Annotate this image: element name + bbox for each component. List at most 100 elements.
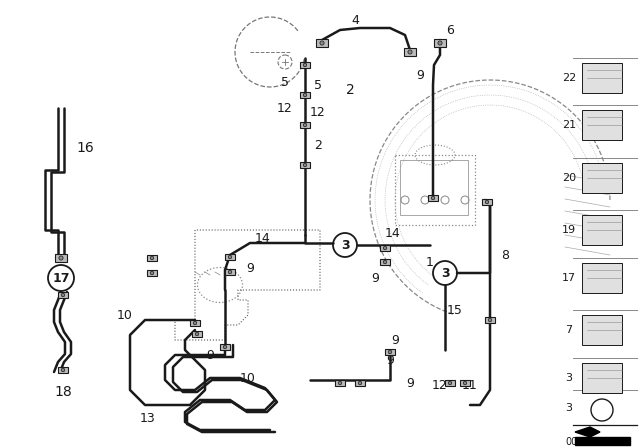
Circle shape (463, 381, 467, 385)
Bar (460, 380, 470, 386)
Text: 2: 2 (346, 83, 355, 97)
Text: 3: 3 (566, 373, 573, 383)
Bar (380, 259, 390, 265)
Text: 3: 3 (340, 238, 349, 251)
Bar (300, 62, 310, 68)
Bar (482, 199, 492, 205)
Text: 3: 3 (566, 403, 573, 413)
Circle shape (59, 256, 63, 260)
Circle shape (303, 163, 307, 167)
Bar (147, 255, 157, 261)
Text: 7: 7 (565, 325, 573, 335)
Bar (434, 39, 446, 47)
Circle shape (383, 260, 387, 264)
Text: 4: 4 (351, 13, 359, 26)
Bar (582, 263, 622, 293)
Text: 12: 12 (277, 102, 293, 115)
Bar (582, 110, 622, 140)
Circle shape (320, 41, 324, 45)
Text: 19: 19 (562, 225, 576, 235)
Bar (428, 195, 438, 201)
Bar (400, 160, 468, 215)
Circle shape (61, 368, 65, 372)
Text: 15: 15 (447, 303, 463, 316)
Bar (316, 39, 328, 47)
Text: 00148313: 00148313 (566, 437, 614, 447)
Bar (300, 122, 310, 128)
Bar (58, 367, 68, 373)
Circle shape (150, 256, 154, 260)
Text: 12: 12 (310, 105, 326, 119)
Bar (335, 380, 345, 386)
Text: 2: 2 (314, 138, 322, 151)
Text: 10: 10 (117, 309, 133, 322)
Bar (582, 63, 622, 93)
Bar (582, 215, 622, 245)
Circle shape (408, 50, 412, 54)
Bar (220, 344, 230, 350)
Text: 18: 18 (54, 385, 72, 399)
Text: 17: 17 (562, 273, 576, 283)
Text: 21: 21 (562, 120, 576, 130)
Text: 8: 8 (501, 249, 509, 262)
Text: 12: 12 (432, 379, 448, 392)
Bar (582, 163, 622, 193)
Text: 9: 9 (206, 349, 214, 362)
Bar (395, 155, 475, 225)
Circle shape (438, 41, 442, 45)
Circle shape (193, 321, 196, 325)
Circle shape (388, 350, 392, 354)
Bar (575, 437, 630, 445)
Circle shape (303, 123, 307, 127)
Circle shape (228, 270, 232, 274)
Text: 16: 16 (76, 141, 94, 155)
Bar (582, 363, 622, 393)
Text: 14: 14 (255, 232, 271, 245)
Text: 17: 17 (52, 271, 70, 284)
Text: 9: 9 (371, 271, 379, 284)
Text: 20: 20 (562, 173, 576, 183)
Circle shape (228, 255, 232, 259)
Circle shape (195, 332, 199, 336)
Circle shape (431, 196, 435, 200)
Text: 9: 9 (406, 376, 414, 389)
Bar (300, 92, 310, 98)
Bar (225, 254, 235, 260)
Bar (355, 380, 365, 386)
Text: 1: 1 (426, 255, 434, 268)
Text: 13: 13 (140, 412, 156, 425)
Text: 3: 3 (441, 267, 449, 280)
Bar (385, 349, 395, 355)
Polygon shape (575, 427, 600, 437)
Bar (58, 292, 68, 298)
Circle shape (488, 318, 492, 322)
Circle shape (358, 381, 362, 385)
Text: 5: 5 (281, 76, 289, 89)
Bar (225, 269, 235, 275)
Text: 11: 11 (462, 379, 478, 392)
Text: 5: 5 (314, 78, 322, 91)
Circle shape (223, 345, 227, 349)
Bar (147, 270, 157, 276)
Bar (190, 320, 200, 326)
Circle shape (303, 63, 307, 67)
Circle shape (303, 93, 307, 97)
Bar (55, 254, 67, 262)
Circle shape (485, 200, 489, 204)
Circle shape (150, 271, 154, 275)
Text: 6: 6 (446, 23, 454, 36)
Circle shape (339, 381, 342, 385)
Bar (582, 315, 622, 345)
Bar (485, 317, 495, 323)
Text: 9: 9 (416, 69, 424, 82)
Circle shape (448, 381, 452, 385)
Bar (192, 331, 202, 337)
Circle shape (383, 246, 387, 250)
Text: 9: 9 (246, 262, 254, 275)
Circle shape (61, 293, 65, 297)
Text: 9: 9 (386, 353, 394, 366)
Bar (300, 162, 310, 168)
Bar (380, 245, 390, 251)
Bar (445, 380, 455, 386)
Text: 10: 10 (240, 371, 256, 384)
